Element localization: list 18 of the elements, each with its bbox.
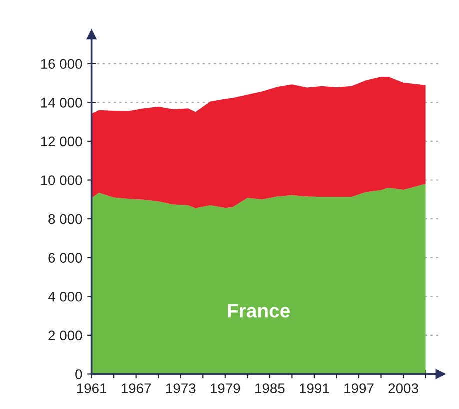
y-tick-label: 16 000 (41, 59, 82, 70)
x-tick-label: 1997 (344, 384, 374, 394)
series-label: France (228, 304, 290, 318)
x-tick-label: 1985 (256, 384, 285, 394)
x-tick-label: 1979 (211, 384, 240, 394)
y-tick-label: 12 000 (41, 136, 82, 147)
x-tick-label: 2003 (388, 384, 418, 394)
y-tick-label: 8 000 (48, 214, 82, 224)
x-tick-label: 1967 (122, 384, 152, 394)
y-tick-label: 10 000 (41, 176, 82, 186)
y-tick-label: 2 000 (48, 330, 82, 341)
y-tick-label: 6 000 (48, 253, 82, 264)
x-tick-label: 1973 (166, 384, 196, 394)
y-tick-label: 14 000 (41, 98, 82, 108)
y-tick-label: 0 (76, 370, 82, 380)
x-tick-label: 1961 (77, 384, 107, 394)
x-tick-label: 1991 (300, 384, 330, 394)
y-tick-label: 4 000 (48, 292, 82, 302)
